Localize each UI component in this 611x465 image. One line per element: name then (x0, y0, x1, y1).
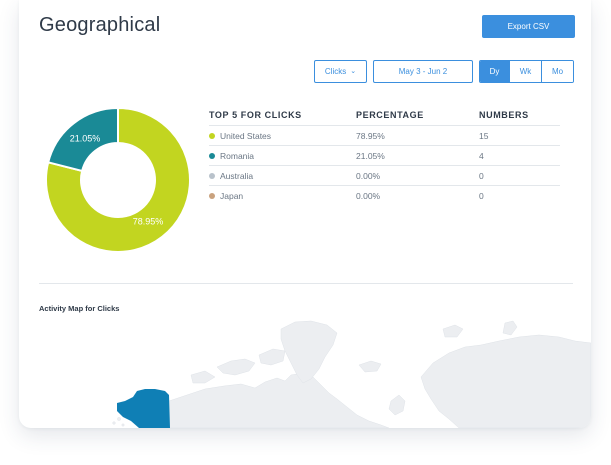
map-region-eurasia (420, 334, 591, 428)
header-country: TOP 5 FOR CLICKS (209, 109, 302, 120)
metric-dropdown-label: Clicks (324, 67, 347, 76)
granularity-month-button[interactable]: Mo (541, 61, 573, 82)
table-row: Japan 0.00% 0 (209, 185, 560, 205)
table-row: Australia 0.00% 0 (209, 165, 560, 186)
legend-dot-icon (209, 192, 215, 199)
map-region-arctic-islands (216, 358, 256, 376)
map-region-arctic-islands (190, 370, 216, 384)
map-island-dot (117, 417, 121, 421)
legend-dot-icon (209, 132, 215, 139)
country-name: United States (220, 130, 272, 141)
country-cell: Romania (209, 145, 356, 166)
country-name: Australia (220, 170, 254, 181)
map-region-svalbard (442, 324, 464, 338)
table-row: United States 78.95% 15 (209, 125, 560, 146)
page-title: Geographical (39, 14, 161, 36)
map-region-uk (388, 394, 406, 416)
donut-data-label: 21.05% (70, 133, 101, 143)
number-cell: 0 (479, 185, 560, 205)
donut-slice-romania[interactable] (46, 107, 119, 173)
table-row: Romania 21.05% 4 (209, 145, 560, 166)
metric-dropdown[interactable]: Clicks ⌄ (314, 60, 367, 83)
top5-table: TOP 5 FOR CLICKS PERCENTAGE NUMBERS Unit… (209, 109, 560, 205)
activity-world-map[interactable] (19, 315, 591, 428)
map-region-novaya-zemlya (502, 320, 518, 336)
header-numbers: NUMBERS (479, 109, 529, 120)
donut-data-label: 78.95% (133, 216, 164, 226)
percentage-cell: 78.95% (356, 125, 479, 146)
number-cell: 0 (479, 165, 560, 186)
country-name: Romania (220, 150, 255, 161)
clicks-donut-chart: 78.95% 21.05% (45, 107, 191, 253)
percentage-cell: 0.00% (356, 165, 479, 186)
country-cell: United States (209, 125, 356, 146)
section-divider (39, 283, 573, 284)
country-cell: Japan (209, 185, 356, 205)
map-region-greenland (280, 320, 338, 384)
map-region-canada (150, 372, 390, 428)
export-csv-button[interactable]: Export CSV (482, 15, 575, 38)
map-region-arctic-islands (258, 348, 286, 366)
number-cell: 4 (479, 145, 560, 166)
legend-dot-icon (209, 172, 215, 179)
granularity-day-button[interactable]: Dy (480, 61, 509, 82)
percentage-cell: 0.00% (356, 185, 479, 205)
donut-slice-united-states[interactable] (45, 107, 191, 253)
granularity-week-button[interactable]: Wk (509, 61, 541, 82)
chevron-down-icon: ⌄ (350, 68, 357, 75)
country-cell: Australia (209, 165, 356, 186)
country-name: Japan (220, 190, 244, 201)
map-island-dot (112, 421, 116, 425)
map-region-iceland (358, 360, 382, 373)
header-percentage: PERCENTAGE (356, 109, 424, 120)
percentage-cell: 21.05% (356, 145, 479, 166)
map-region-highlighted[interactable] (117, 389, 170, 428)
map-island-dot (121, 423, 125, 427)
granularity-toggle: Dy Wk Mo (479, 60, 574, 83)
number-cell: 15 (479, 125, 560, 146)
legend-dot-icon (209, 152, 215, 159)
date-range-picker[interactable]: May 3 - Jun 2 (373, 60, 473, 83)
table-header-row: TOP 5 FOR CLICKS PERCENTAGE NUMBERS (209, 109, 560, 126)
map-title: Activity Map for Clicks (39, 304, 120, 313)
map-landmass (150, 320, 591, 428)
dashboard-panel: Geographical Export CSV Clicks ⌄ May 3 - … (19, 0, 591, 428)
